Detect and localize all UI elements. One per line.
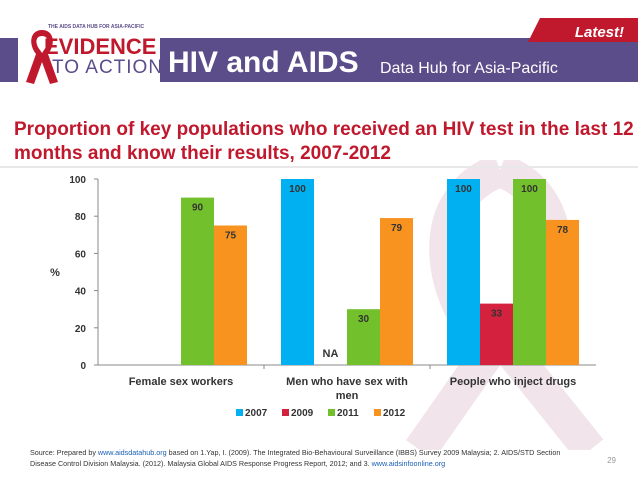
source-body: based on 1.Yap, I. (2009). The Integrate…: [30, 448, 561, 468]
hub-subtitle: Data Hub for Asia-Pacific: [380, 60, 558, 77]
data-label: 33: [491, 309, 503, 320]
red-ribbon-icon: [26, 30, 58, 84]
data-label: 100: [521, 184, 538, 195]
legend-label-2011: 2011: [337, 408, 359, 419]
bar-2011: [513, 179, 546, 365]
legend-swatch-2009: [282, 409, 289, 416]
hub-title: HIV and AIDS: [168, 46, 359, 79]
y-tick-label: 0: [80, 361, 86, 372]
page-number: 29: [607, 456, 616, 465]
y-tick-label: 100: [69, 175, 86, 186]
bar-2007: [447, 179, 480, 365]
bar-2012: [546, 219, 579, 365]
data-label: 75: [225, 231, 237, 242]
x-category-label: Female sex workers: [129, 376, 234, 388]
legend-swatch-2012: [374, 409, 381, 416]
title-divider: [0, 166, 638, 168]
legend-label-2007: 2007: [245, 408, 268, 419]
y-tick-label: 60: [75, 249, 87, 260]
source-note: Source: Prepared by www.aidsdatahub.org …: [30, 447, 570, 469]
data-label: 79: [391, 223, 403, 234]
logo-tagline: THE AIDS DATA HUB FOR ASIA-PACIFIC: [48, 24, 145, 30]
logo-evidence: EVIDENCE: [44, 34, 157, 59]
bar-2012: [214, 225, 247, 365]
source-link-aidsdatahub[interactable]: www.aidsdatahub.org: [97, 448, 167, 457]
legend-label-2009: 2009: [291, 408, 314, 419]
data-label: 78: [557, 225, 569, 236]
data-label: 100: [455, 184, 472, 195]
header: Latest! THE AIDS DATA HUB FOR ASIA-PACIF…: [0, 0, 638, 90]
na-annotation: NA: [323, 348, 339, 360]
bar-2012: [380, 218, 413, 365]
legend-swatch-2011: [328, 409, 335, 416]
chart-title: Proportion of key populations who receiv…: [14, 119, 634, 164]
x-category-label: People who inject drugs: [450, 376, 577, 388]
latest-badge: [528, 18, 638, 42]
bar-chart: 0 20 40 60 80 100% 90 75 Female sex workers 100 30…: [50, 175, 596, 419]
legend-swatch-2007: [236, 409, 243, 416]
data-label: 90: [192, 203, 204, 214]
y-tick-label: 20: [75, 324, 87, 335]
bar-2007: [281, 179, 314, 365]
x-category-label: Men who have sex with: [286, 376, 408, 388]
bar-2011: [181, 197, 214, 365]
x-category-label: men: [336, 390, 359, 402]
y-axis-label: %: [50, 267, 60, 279]
y-tick-label: 80: [75, 212, 87, 223]
legend-label-2012: 2012: [383, 408, 406, 419]
data-label: 30: [358, 314, 370, 325]
bar-2009: [480, 303, 513, 365]
data-label: 100: [289, 184, 306, 195]
source-link-aidsinfoonline[interactable]: www.aidsinfoonline.org: [371, 459, 446, 468]
latest-badge-text: Latest!: [574, 24, 624, 41]
logo-to-action: TO ACTION: [52, 57, 164, 78]
bar-2011: [347, 309, 380, 365]
y-tick-label: 40: [75, 287, 87, 298]
source-prefix: Source: Prepared by: [30, 448, 98, 457]
